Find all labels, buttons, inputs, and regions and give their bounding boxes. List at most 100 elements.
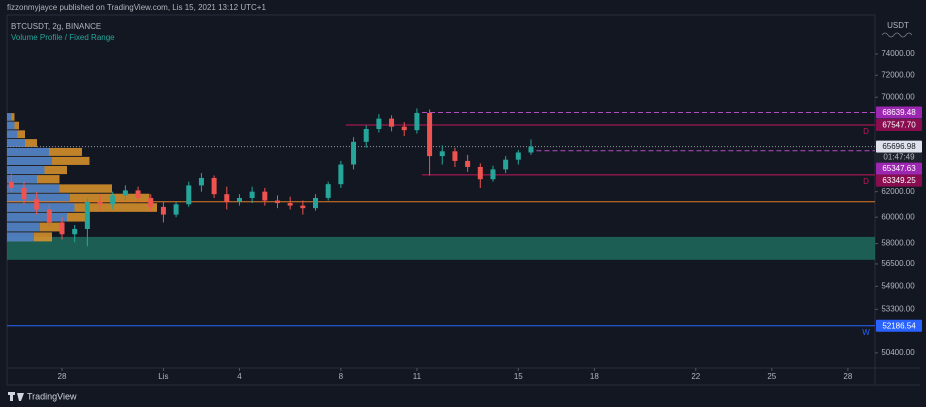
candle-body	[236, 197, 242, 202]
zone	[7, 236, 875, 260]
symbol-title: BTCUSDT, 2g, BINANCE	[11, 22, 101, 31]
price-tag	[876, 106, 922, 119]
x-tick-label: 28	[843, 372, 852, 381]
y-tick-label: 58000.00	[881, 239, 915, 248]
y-tick-label: 50400.00	[881, 348, 915, 357]
price-tag-label: 65696.98	[882, 142, 916, 151]
x-tick-label: 25	[767, 372, 776, 381]
y-tick-label: 60000.00	[881, 212, 915, 221]
signature	[881, 32, 913, 38]
y-tick-label: 56500.00	[881, 259, 915, 268]
volume-up	[7, 130, 18, 139]
candle-body	[148, 197, 154, 207]
indicator-name: Volume Profile / Fixed Range	[11, 33, 115, 42]
candle-body	[59, 222, 65, 235]
candle-body	[262, 191, 268, 201]
line-marker: W	[862, 328, 870, 337]
volume-up	[7, 156, 52, 165]
x-tick-label: 18	[590, 372, 599, 381]
price-tag-label: 68639.48	[882, 108, 916, 117]
candle-body	[8, 181, 14, 188]
volume-up	[7, 165, 45, 175]
footer-brand: TradingView	[27, 391, 77, 401]
volume-up	[7, 212, 67, 222]
candle-body	[97, 201, 103, 205]
price-tag	[876, 140, 922, 153]
x-tick-label: 8	[339, 372, 344, 381]
candle-body	[21, 187, 27, 200]
line-marker: D	[863, 127, 869, 136]
volume-up	[7, 222, 40, 232]
price-tag-label: 67547.70	[882, 121, 916, 130]
candle-body	[135, 190, 141, 198]
volume-up	[7, 203, 75, 212]
candle-body	[503, 159, 509, 170]
x-tick-label: Lis	[158, 372, 168, 381]
price-tag	[876, 319, 922, 332]
volume-total	[7, 193, 150, 203]
candle-body	[477, 166, 483, 180]
y-tick-label: 72000.00	[881, 70, 915, 79]
candle-body	[224, 194, 230, 202]
candle-body	[122, 190, 128, 196]
y-tick-label: 70000.00	[881, 92, 915, 101]
volume-up	[7, 175, 37, 184]
candle-body	[211, 177, 217, 195]
price-tag-label: 65347.63	[882, 164, 916, 173]
candle-body	[46, 209, 52, 223]
candle-body	[186, 185, 192, 205]
candle-body	[363, 128, 369, 142]
candle-body	[34, 199, 40, 210]
volume-up	[7, 232, 34, 242]
candle-body	[452, 151, 458, 161]
countdown: 01:47:49	[883, 153, 915, 162]
volume-up	[7, 139, 25, 147]
y-tick-label: 54900.00	[881, 281, 915, 290]
x-tick-label: 15	[514, 372, 523, 381]
publisher: fizzonmyjayce published on TradingView.c…	[7, 3, 266, 12]
candle-body	[351, 141, 357, 165]
candle-body	[465, 160, 471, 167]
candle-body	[274, 200, 280, 204]
price-tag-label: 52186.54	[882, 321, 916, 330]
x-tick-label: 4	[237, 372, 242, 381]
candle-body	[300, 205, 306, 209]
price-tag-label: 63349.25	[882, 176, 916, 185]
volume-up	[7, 147, 49, 156]
x-tick-label: 11	[413, 372, 422, 381]
volume-up	[7, 121, 15, 130]
price-tag	[876, 162, 922, 175]
volume-up	[7, 193, 70, 203]
volume-up	[7, 113, 12, 121]
candle-body	[490, 169, 496, 180]
x-tick-label: 22	[691, 372, 700, 381]
candle-body	[287, 203, 293, 206]
price-tag	[876, 174, 922, 187]
y-tick-label: 62000.00	[881, 187, 915, 196]
candle-body	[427, 112, 433, 157]
candle-body	[528, 146, 534, 153]
price-tag	[876, 118, 922, 131]
volume-up	[7, 184, 60, 193]
candle-body	[515, 152, 521, 160]
currency: USDT	[887, 21, 909, 30]
candle-body	[160, 206, 166, 215]
candle-body	[249, 191, 255, 198]
countdown-tag	[876, 152, 922, 163]
candle-body	[84, 201, 90, 229]
candle-body	[439, 151, 445, 157]
candle-body	[338, 164, 344, 185]
line-marker: D	[863, 177, 869, 186]
volume-total	[7, 203, 157, 212]
y-tick-label: 74000.00	[881, 49, 915, 58]
y-tick-label: 53300.00	[881, 304, 915, 313]
candle-body	[198, 177, 204, 186]
logo	[8, 392, 24, 401]
candle-body	[389, 118, 395, 127]
candle-body	[313, 197, 319, 209]
candle-body	[72, 228, 78, 235]
candle-body	[414, 112, 420, 131]
x-tick-label: 28	[58, 372, 67, 381]
